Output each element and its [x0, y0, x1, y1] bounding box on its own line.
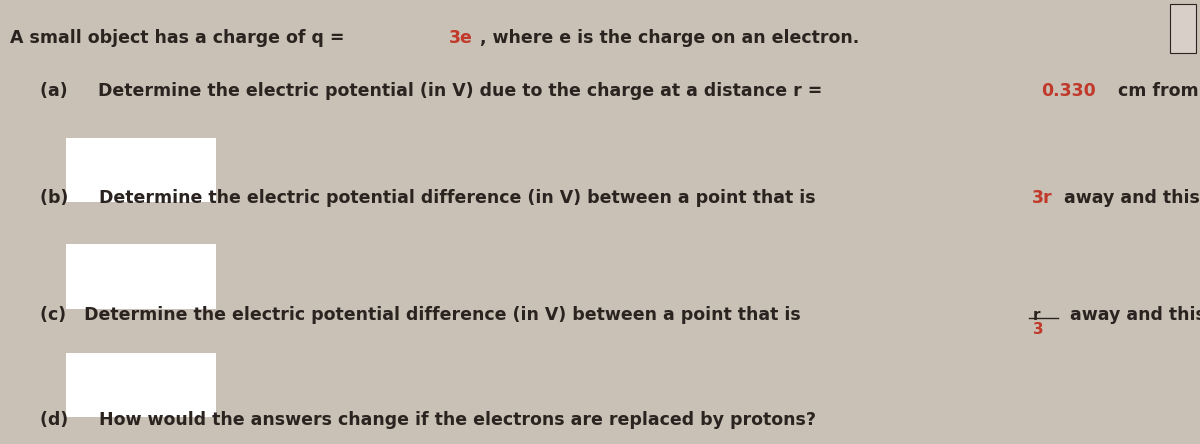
Text: A small object has a charge of q =: A small object has a charge of q = — [10, 29, 350, 47]
Text: 3e: 3e — [449, 29, 473, 47]
FancyBboxPatch shape — [1170, 4, 1196, 53]
Text: (b): (b) — [40, 189, 86, 207]
Text: Determine the electric potential difference (in V) between a point that is: Determine the electric potential differe… — [100, 189, 822, 207]
Text: 3: 3 — [1032, 322, 1043, 337]
FancyBboxPatch shape — [66, 244, 216, 309]
Text: (a): (a) — [40, 82, 85, 100]
Text: , where e is the charge on an electron.: , where e is the charge on an electron. — [480, 29, 859, 47]
Text: 0.330: 0.330 — [1040, 82, 1096, 100]
FancyBboxPatch shape — [66, 353, 216, 417]
Text: (c)   Determine the electric potential difference (in V) between a point that is: (c) Determine the electric potential dif… — [40, 306, 806, 325]
Text: r: r — [1032, 308, 1040, 322]
Text: away and this point, that is V(: away and this point, that is V( — [1063, 306, 1200, 325]
FancyBboxPatch shape — [66, 138, 216, 202]
Text: 3r: 3r — [1032, 189, 1052, 207]
Text: away and this point, that is V(: away and this point, that is V( — [1058, 189, 1200, 207]
Text: cm from the charge.: cm from the charge. — [1111, 82, 1200, 100]
Text: How would the answers change if the electrons are replaced by protons?: How would the answers change if the elec… — [100, 411, 816, 429]
Text: (d): (d) — [40, 411, 86, 429]
Text: Determine the electric potential (in V) due to the charge at a distance r =: Determine the electric potential (in V) … — [98, 82, 829, 100]
